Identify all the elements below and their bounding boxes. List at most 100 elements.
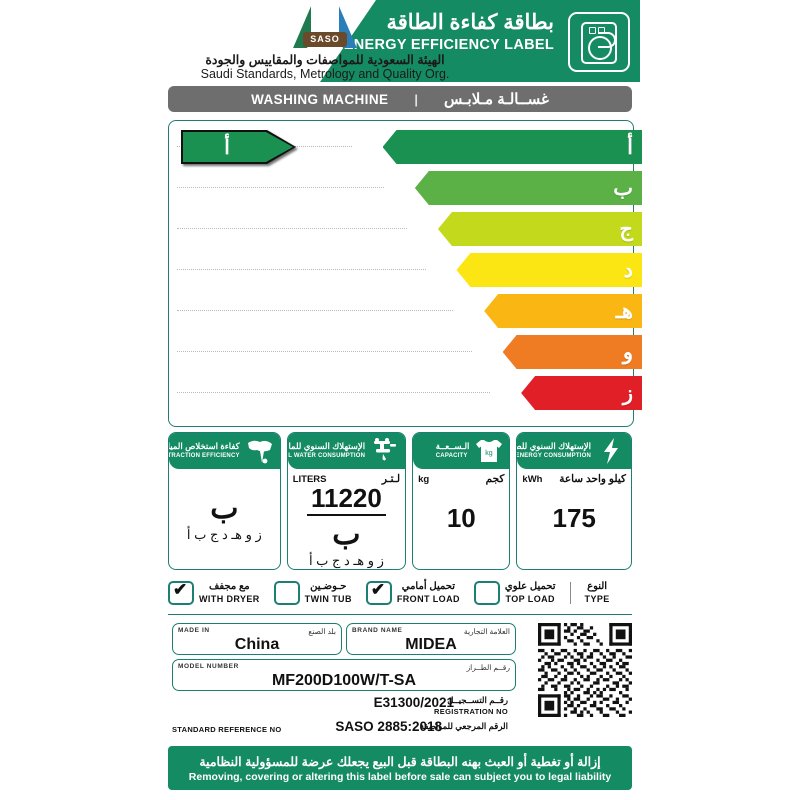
spec-box-1: الإستهلاك السنوي للماء ANNUAL WATER CONS… bbox=[286, 432, 407, 570]
registration-value: E31300/2021 bbox=[373, 695, 454, 710]
type-option-en-3: WITH DRYER bbox=[199, 594, 260, 604]
rating-row: ز bbox=[169, 373, 642, 414]
rating-dotted-line bbox=[177, 228, 408, 230]
rating-dotted-line bbox=[177, 269, 426, 271]
spec-body-0: ب ز و هـ د ج ب أ bbox=[169, 469, 280, 567]
spec-grade-1: ب bbox=[332, 518, 361, 551]
type-option-label-1: تحميل أمامي FRONT LOAD bbox=[397, 581, 460, 605]
rating-dotted-line bbox=[177, 310, 454, 312]
brand-label-en: BRAND NAME bbox=[352, 627, 403, 634]
made-in-value: China bbox=[234, 636, 280, 653]
water-tap-icon bbox=[370, 437, 400, 465]
type-option-with-dryer[interactable]: مع مجفف WITH DRYER bbox=[168, 580, 260, 605]
rating-bar-2: ج bbox=[437, 212, 642, 246]
type-checkbox-1[interactable] bbox=[365, 580, 392, 605]
type-label: النوع TYPE bbox=[585, 581, 610, 605]
type-checkbox-3[interactable] bbox=[168, 580, 194, 605]
spec-box-2: الـســعــة CAPACITY kg kg كجم 10 bbox=[412, 432, 511, 570]
rating-letter: هـ bbox=[615, 299, 633, 323]
spec-title-en-0: WATER EXTRACTION EFFICIENCY bbox=[168, 453, 240, 459]
product-info-section: MADE IN بلد الصنع China BRAND NAME العلا… bbox=[168, 614, 632, 743]
tshirt-capacity-icon: kg bbox=[474, 437, 504, 465]
product-name-arabic: غســالـة مـلابـس bbox=[444, 91, 549, 108]
type-option-en-1: FRONT LOAD bbox=[396, 594, 460, 604]
rating-row: ب bbox=[169, 168, 642, 209]
energy-rating-scale: أ أ ب ج د هـ و ز bbox=[168, 120, 642, 427]
legal-warning-footer: إزالة أو تغطية أو العبث بهنه البطاقة قبل… bbox=[168, 746, 632, 790]
header-title-arabic: بطاقة كفاءة الطاقة bbox=[386, 11, 554, 34]
type-option-ar-3: مع مجفف bbox=[208, 581, 250, 592]
spec-header-3: الإستهلاك السنوي للطاقة ANNUAL ENERGY CO… bbox=[517, 433, 631, 469]
spec-title-en-3: ANNUAL ENERGY CONSUMPTION bbox=[516, 453, 591, 459]
product-separator: | bbox=[414, 91, 419, 107]
type-option-ar-2: حـوضـين bbox=[310, 581, 347, 592]
spec-title-ar-0: كفاءة استخلاص المياه bbox=[168, 441, 240, 451]
saso-org-block: SASO الهيئة السعودية للمواصفات والمقاييس… bbox=[160, 4, 490, 81]
energy-bolt-icon bbox=[596, 437, 626, 465]
type-option-label-2: حـوضـين TWIN TUB bbox=[305, 581, 352, 605]
type-label-arabic: النوع bbox=[587, 581, 608, 592]
washing-machine-icon bbox=[568, 12, 630, 72]
spec-body-2: kg كجم 10 bbox=[413, 469, 509, 567]
spec-title-en-2: CAPACITY bbox=[435, 453, 468, 459]
rating-dotted-line bbox=[177, 351, 472, 353]
svg-text:kg: kg bbox=[486, 450, 494, 457]
spec-value-1: 11220 bbox=[288, 483, 405, 516]
spec-value-3: 175 bbox=[552, 503, 596, 533]
type-option-twin-tub[interactable]: حـوضـين TWIN TUB bbox=[273, 581, 352, 605]
spec-title-en-1: ANNUAL WATER CONSUMPTION bbox=[288, 453, 366, 459]
spec-title-ar-2: الـســعــة bbox=[435, 441, 470, 451]
power-plug-icon bbox=[598, 32, 616, 48]
rating-bar-0: أ bbox=[382, 130, 642, 164]
type-option-front-load[interactable]: تحميل أمامي FRONT LOAD bbox=[365, 580, 460, 605]
type-option-label-0: تحميل علوي TOP LOAD bbox=[505, 581, 556, 605]
spec-header-2: الـســعــة CAPACITY kg bbox=[413, 433, 510, 469]
product-name-english: WASHING MACHINE bbox=[251, 91, 389, 107]
spec-unit-en-3: kWh bbox=[522, 474, 543, 485]
spec-value-2: 10 bbox=[446, 503, 476, 533]
type-option-top-load[interactable]: تحميل علوي TOP LOAD bbox=[473, 581, 556, 605]
rating-dotted-line bbox=[177, 187, 385, 189]
type-option-ar-0: تحميل علوي bbox=[504, 581, 556, 592]
spec-body-1: LITERS لـتـر 11220 ب ز و هـ د ج ب أ bbox=[288, 469, 405, 568]
standard-label-en: STANDARD REFERENCE NO bbox=[172, 725, 282, 734]
spec-box-3: الإستهلاك السنوي للطاقة ANNUAL ENERGY CO… bbox=[516, 432, 632, 570]
type-divider bbox=[569, 582, 571, 604]
brand-name-box: BRAND NAME العلامة التجارية MIDEA bbox=[346, 623, 516, 655]
registration-label-ar: رقــم التســجيــل bbox=[447, 695, 508, 705]
rating-row: هـ bbox=[169, 291, 642, 332]
spec-grade-scale-0: ز و هـ د ج ب أ bbox=[186, 527, 262, 542]
type-option-label-3: مع مجفف WITH DRYER bbox=[199, 581, 260, 605]
org-name-arabic: الهيئة السعودية للمواصفات والمقاييس والج… bbox=[205, 53, 445, 67]
type-label-english: TYPE bbox=[584, 594, 610, 604]
registration-label-en: REGISTRATION NO bbox=[434, 707, 508, 716]
spec-header-1: الإستهلاك السنوي للماء ANNUAL WATER CONS… bbox=[286, 433, 406, 469]
org-name-english: Saudi Standards, Metrology and Quality O… bbox=[200, 67, 450, 81]
spec-title-ar-3: الإستهلاك السنوي للطاقة bbox=[517, 441, 591, 451]
spec-title-ar-1: الإستهلاك السنوي للماء bbox=[286, 441, 366, 451]
saso-badge: SASO bbox=[303, 32, 347, 47]
type-checkbox-2[interactable] bbox=[273, 581, 300, 605]
selected-grade-arrow: أ bbox=[181, 130, 296, 164]
water-extraction-icon bbox=[245, 437, 275, 465]
model-label-ar: رقــم الطــراز bbox=[466, 663, 510, 672]
rating-letter: ب bbox=[613, 176, 633, 200]
rating-bar-5: و bbox=[502, 335, 642, 369]
rating-row: د bbox=[169, 250, 642, 291]
rating-row: ج bbox=[169, 209, 642, 250]
made-in-label-ar: بلد الصنع bbox=[308, 627, 336, 636]
spec-unit-en-1: LITERS bbox=[292, 474, 327, 485]
machine-type-row: النوع TYPE تحميل علوي TOP LOAD تحميل أما… bbox=[168, 576, 632, 610]
standard-value: SASO 2885:2018 bbox=[335, 719, 442, 734]
spec-unit-ar-3: كيلو واحد ساعة bbox=[559, 473, 626, 485]
rating-letter: أ bbox=[627, 135, 633, 159]
spec-unit-ar-1: لـتـر bbox=[381, 473, 401, 485]
type-option-ar-1: تحميل أمامي bbox=[401, 581, 455, 592]
spec-header-0: كفاءة استخلاص المياه WATER EXTRACTION EF… bbox=[169, 433, 280, 469]
spec-unit-en-2: kg bbox=[418, 474, 430, 485]
header-title-english: ENERGY EFFICIENCY LABEL bbox=[343, 37, 554, 53]
made-in-box: MADE IN بلد الصنع China bbox=[172, 623, 342, 655]
selected-grade-letter: أ bbox=[183, 132, 293, 162]
type-checkbox-0[interactable] bbox=[473, 581, 500, 605]
